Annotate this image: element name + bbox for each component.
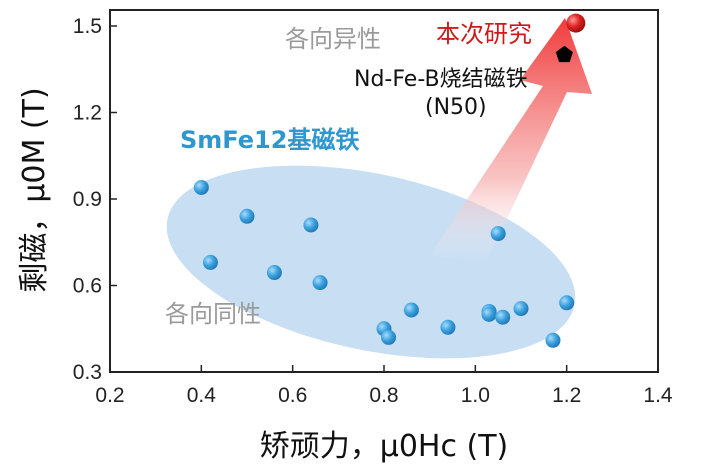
smfe12-point bbox=[303, 217, 319, 233]
points-layer bbox=[193, 13, 586, 348]
smfe12-point bbox=[559, 295, 575, 311]
smfe12-point bbox=[545, 332, 561, 348]
x-tick-label: 0.6 bbox=[278, 384, 307, 407]
smfe12-point bbox=[513, 301, 529, 317]
x-tick-label: 1.4 bbox=[643, 384, 673, 407]
anisotropic-label: 各向异性 bbox=[285, 25, 381, 53]
y-tick-label: 1.5 bbox=[73, 15, 102, 38]
ndfeb-label-line1: Nd-Fe-B烧结磁铁 bbox=[354, 67, 528, 92]
y-axis-title: 剩磁，μ0M (T) bbox=[17, 87, 52, 292]
ndfeb-point bbox=[555, 45, 573, 63]
y-tick-label: 0.9 bbox=[73, 188, 102, 211]
smfe12-point bbox=[312, 275, 328, 291]
smfe12-point bbox=[381, 329, 397, 345]
y-tick-label: 1.2 bbox=[73, 102, 102, 125]
smfe12-point bbox=[202, 254, 218, 270]
smfe12-point bbox=[440, 319, 456, 335]
isotropic-label: 各向同性 bbox=[165, 300, 261, 328]
ticks-layer: 0.2 0.4 0.6 0.8 1.0 1.2 1.4 0.3 0.6 0.9 1.2 1.5 bbox=[73, 15, 673, 407]
x-tick-label: 0.4 bbox=[187, 384, 217, 407]
y-tick-label: 0.6 bbox=[73, 275, 102, 298]
ndfeb-label-line2: (N50) bbox=[425, 95, 487, 120]
x-tick-label: 0.2 bbox=[95, 384, 124, 407]
smfe12-point bbox=[193, 179, 209, 195]
x-tick-label: 1.2 bbox=[552, 384, 581, 407]
smfe12-point bbox=[490, 226, 506, 242]
improvement-arrow bbox=[430, 18, 592, 265]
this-work-label: 本次研究 bbox=[436, 20, 532, 48]
smfe12-point bbox=[481, 306, 497, 322]
smfe12-point bbox=[266, 265, 282, 281]
this-work-point bbox=[566, 13, 586, 33]
smfe12-label: SmFe12基磁铁 bbox=[180, 126, 359, 154]
x-axis-title: 矫顽力，μ0Hc (T) bbox=[260, 429, 509, 464]
x-tick-label: 0.8 bbox=[369, 384, 398, 407]
x-tick-label: 1.0 bbox=[461, 384, 490, 407]
y-tick-label: 0.3 bbox=[73, 361, 102, 384]
smfe12-point bbox=[239, 208, 255, 224]
smfe12-point bbox=[495, 309, 511, 325]
smfe12-point bbox=[403, 302, 419, 318]
